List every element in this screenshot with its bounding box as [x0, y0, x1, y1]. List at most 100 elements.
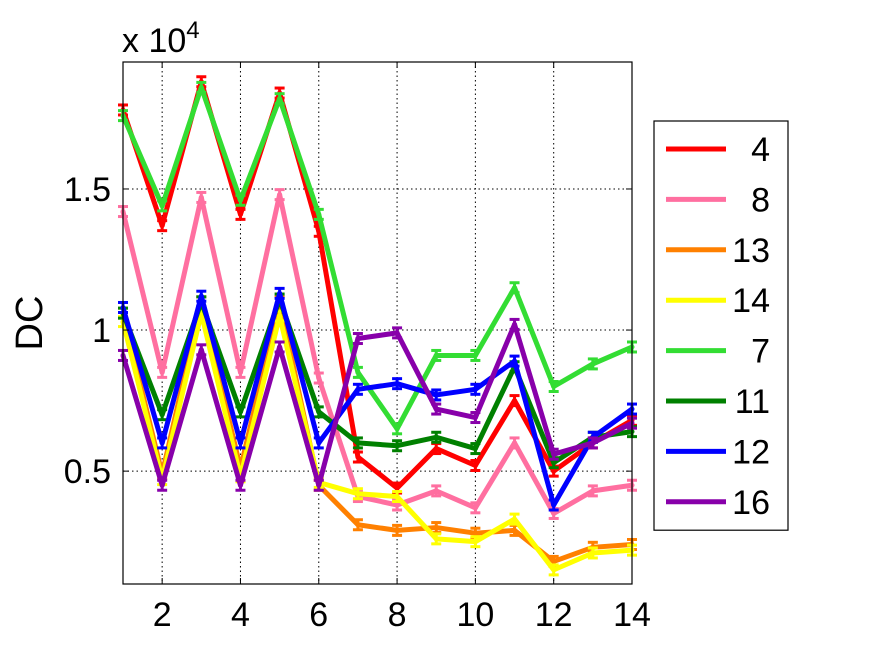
data-point	[277, 290, 283, 296]
legend-item-11: 11	[666, 383, 770, 421]
data-point	[551, 468, 557, 474]
data-point	[277, 313, 283, 319]
data-point	[394, 426, 400, 432]
data-point	[433, 352, 439, 358]
series-layer	[118, 75, 637, 577]
x-tick-label: 10	[456, 596, 494, 634]
data-point	[512, 285, 518, 291]
series-line-7	[120, 84, 633, 432]
data-point	[316, 409, 322, 415]
plot-area	[122, 61, 633, 585]
series-line-8	[120, 192, 633, 516]
data-point	[394, 330, 400, 336]
data-point	[159, 412, 165, 418]
data-point	[277, 96, 283, 102]
data-point	[590, 361, 596, 367]
data-point	[159, 369, 165, 375]
legend-item-16: 16	[666, 484, 770, 522]
data-point	[512, 527, 518, 533]
data-point	[159, 482, 165, 488]
data-point	[355, 336, 361, 342]
data-point	[551, 510, 557, 516]
legend-item-14: 14	[666, 282, 770, 320]
data-point	[512, 516, 518, 522]
legend-label: 14	[732, 282, 770, 320]
data-point	[512, 398, 518, 404]
data-point	[433, 446, 439, 452]
legend-item-4: 4	[666, 131, 770, 169]
y-axis-multiplier: x 104	[122, 17, 200, 60]
data-point	[472, 539, 478, 545]
data-point	[198, 194, 204, 200]
data-point	[551, 451, 557, 457]
data-point	[198, 84, 204, 90]
data-point	[394, 381, 400, 387]
data-point	[433, 434, 439, 440]
data-point	[551, 558, 557, 564]
series-4	[118, 75, 637, 495]
legend-label: 7	[751, 333, 770, 371]
x-tick-label: 8	[388, 596, 407, 634]
data-point	[355, 440, 361, 446]
data-point	[198, 293, 204, 299]
data-point	[159, 223, 165, 229]
data-point	[237, 211, 243, 217]
data-point	[472, 446, 478, 452]
legend-item-12: 12	[666, 433, 770, 471]
x-tick-label: 4	[231, 596, 250, 634]
data-point	[237, 369, 243, 375]
data-point	[590, 488, 596, 494]
series-14	[118, 306, 637, 577]
y-tick-label: 1	[92, 312, 111, 350]
data-point	[316, 375, 322, 381]
data-point	[394, 527, 400, 533]
data-point	[512, 321, 518, 327]
data-point	[316, 482, 322, 488]
legend-label: 8	[751, 181, 770, 219]
legend-label: 12	[732, 433, 770, 471]
data-point	[433, 406, 439, 412]
axes: 2 4 6 8 10 12 14 0.5 1 1.5	[64, 62, 651, 634]
data-point	[551, 502, 557, 508]
x-tick-label: 12	[535, 596, 573, 634]
y-tick-label: 0.5	[64, 453, 111, 491]
legend: 4 8 13 14 7 11 12 16	[653, 120, 789, 531]
x-tick-label: 6	[309, 596, 328, 634]
data-point	[472, 505, 478, 511]
data-point	[551, 383, 557, 389]
data-point	[277, 344, 283, 350]
legend-label: 13	[732, 232, 770, 270]
x-tick-label: 14	[613, 596, 651, 634]
legend-box	[653, 120, 789, 531]
data-point	[355, 491, 361, 497]
data-point	[394, 494, 400, 500]
data-point	[355, 522, 361, 528]
data-point	[472, 530, 478, 536]
data-point	[472, 386, 478, 392]
series-line-14	[120, 310, 633, 573]
data-point	[433, 392, 439, 398]
data-point	[512, 358, 518, 364]
legend-item-7: 7	[666, 333, 770, 371]
legend-label: 11	[735, 383, 770, 421]
data-point	[394, 485, 400, 491]
data-point	[355, 386, 361, 392]
data-point	[472, 352, 478, 358]
series-line-16	[120, 321, 634, 488]
data-point	[394, 502, 400, 508]
data-point	[237, 482, 243, 488]
series-7	[118, 80, 637, 436]
data-point	[355, 369, 361, 375]
data-point	[551, 460, 557, 466]
data-point	[237, 440, 243, 446]
data-point	[472, 415, 478, 421]
data-point	[237, 197, 243, 203]
data-point	[433, 488, 439, 494]
series-line-13	[120, 299, 633, 564]
data-point	[316, 211, 322, 217]
legend-item-13: 13	[666, 232, 770, 270]
data-point	[472, 462, 478, 468]
data-point	[590, 550, 596, 556]
data-point	[237, 409, 243, 415]
